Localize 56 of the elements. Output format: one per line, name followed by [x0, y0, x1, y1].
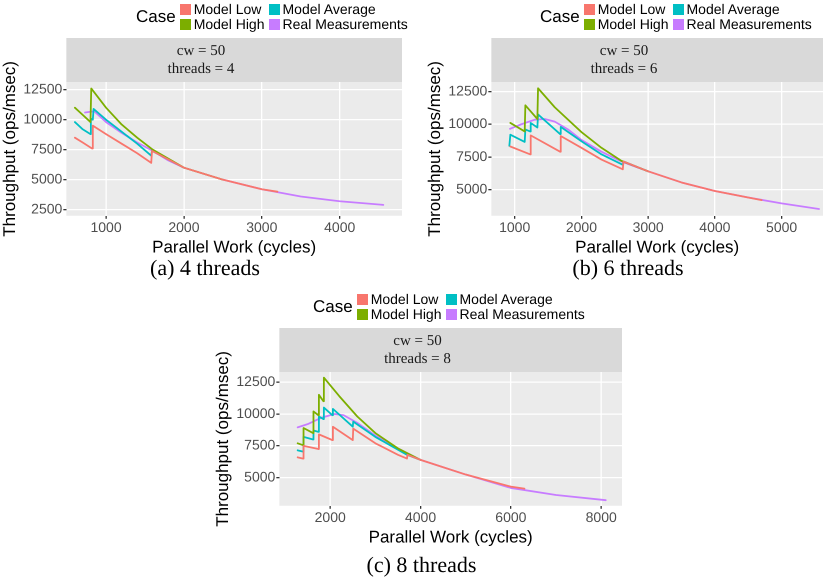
chart-title: cw = 50: [393, 332, 442, 349]
legend-label: Real Measurements: [686, 16, 812, 32]
legend-label: Model Average: [686, 1, 780, 17]
legend-label: Model High: [598, 16, 669, 32]
legend-label: Real Measurements: [460, 306, 585, 322]
y-axis-title: Throughput (ops/msec): [212, 351, 232, 527]
y-tick-label: 10000: [23, 110, 63, 127]
text: (a) 4 threads: [149, 255, 260, 281]
x-tick-label: 2000: [314, 509, 346, 526]
x-tick-label: 4000: [699, 219, 731, 236]
chart-title: cw = 50: [176, 42, 226, 59]
legend-title: Case: [313, 297, 353, 317]
x-tick-label: 6000: [495, 509, 527, 526]
legend-label: Model Average: [460, 291, 553, 307]
x-tick-label: 5000: [766, 219, 798, 236]
x-tick-label: 3000: [246, 219, 278, 236]
y-tick-label: 10000: [236, 404, 276, 421]
x-tick-label: 3000: [632, 219, 664, 236]
legend-label: Model High: [370, 306, 442, 322]
y-tick-label: 2500: [31, 200, 63, 217]
y-tick-label: 5000: [456, 180, 488, 196]
x-tick-label: 1000: [499, 219, 530, 236]
x-tick-label: 4000: [324, 219, 356, 236]
text: (b) 6 threads: [571, 255, 684, 281]
legend-label: Model Average: [282, 1, 376, 17]
y-axis-title: Throughput (ops/msec): [0, 61, 19, 237]
y-tick-label: 10000: [448, 115, 488, 132]
legend-label: Real Measurements: [282, 16, 408, 32]
x-axis-title: Parallel Work (cycles): [152, 237, 316, 256]
x-axis-title: Parallel Work (cycles): [368, 527, 533, 546]
y-tick-label: 7500: [244, 436, 276, 453]
x-tick-label: 8000: [586, 509, 617, 526]
y-tick-label: 5000: [31, 170, 63, 187]
text: (c) 8 threads: [366, 552, 478, 578]
chart-subtitle: threads = 8: [384, 350, 451, 367]
chart-subtitle: threads = 4: [168, 60, 235, 77]
legend-title: Case: [540, 7, 580, 27]
y-tick-label: 7500: [456, 148, 488, 164]
y-tick-label: 12500: [236, 372, 276, 389]
chart-subtitle: threads = 6: [590, 60, 658, 77]
x-axis-title: Parallel Work (cycles): [575, 237, 740, 256]
y-tick-label: 12500: [23, 80, 63, 97]
legend-label: Model Low: [598, 1, 666, 17]
legend-label: Model High: [194, 16, 265, 32]
y-tick-label: 7500: [31, 140, 63, 157]
chart-title: cw = 50: [600, 42, 648, 59]
x-tick-label: 1000: [90, 219, 122, 236]
legend-label: Model Low: [194, 1, 262, 17]
y-tick-label: 5000: [244, 468, 276, 485]
y-axis-title: Throughput (ops/msec): [424, 61, 444, 237]
x-tick-label: 4000: [404, 509, 436, 526]
x-tick-label: 2000: [566, 219, 598, 236]
x-tick-label: 2000: [168, 219, 200, 236]
legend-title: Case: [136, 7, 176, 27]
y-tick-label: 12500: [448, 82, 488, 98]
legend-label: Model Low: [370, 291, 438, 307]
